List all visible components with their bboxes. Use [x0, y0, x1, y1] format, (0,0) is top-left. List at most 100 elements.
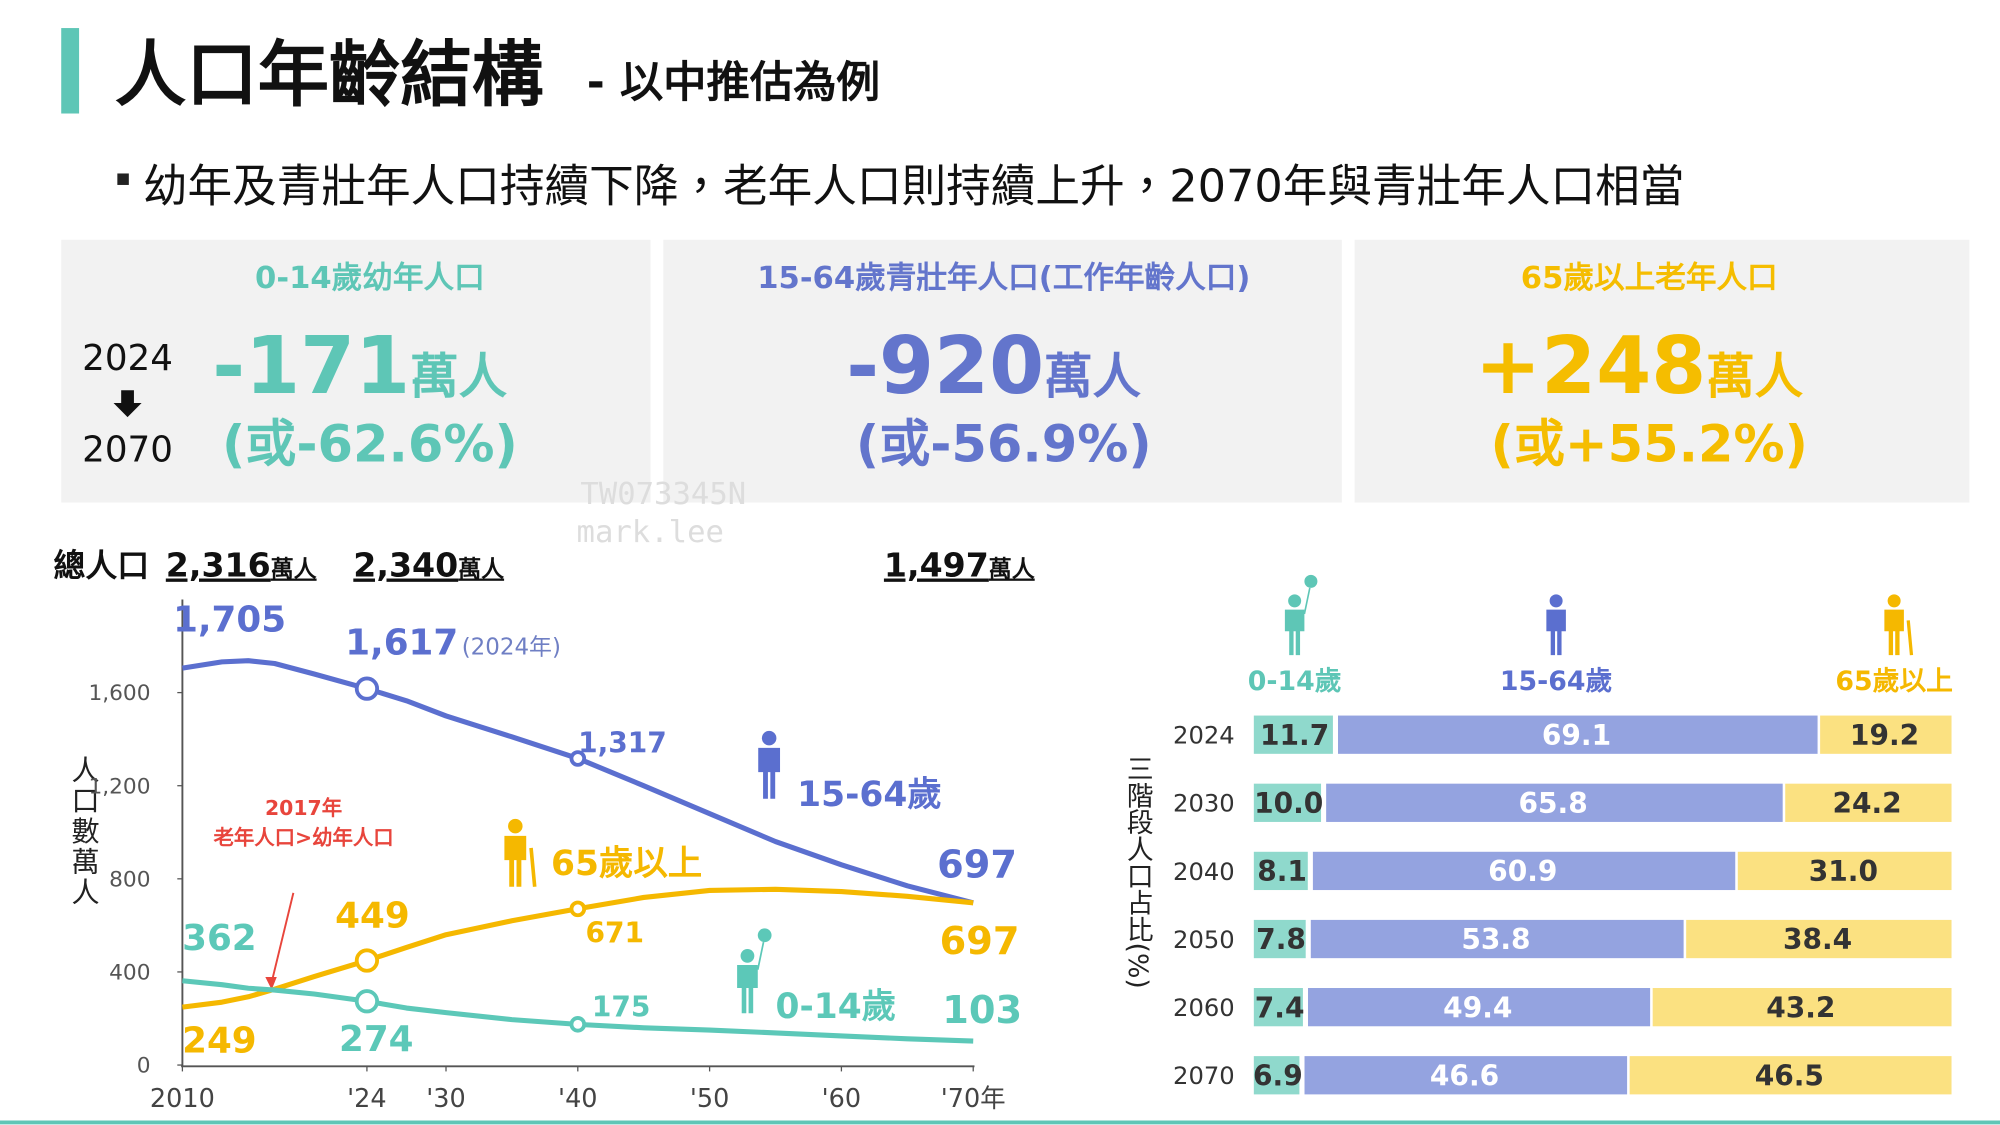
- bar-label: 7.4: [1255, 991, 1305, 1024]
- bar-segment: [1310, 919, 1684, 959]
- bar-label: 10.0: [1254, 787, 1323, 820]
- card-change: (或+55.2%): [1491, 416, 1808, 475]
- data-label: 1,317: [578, 727, 667, 760]
- point-marker: [354, 676, 380, 701]
- x-tick-label: '30: [426, 1084, 465, 1114]
- point-note: (2024年): [462, 634, 561, 660]
- card-number: +248: [1475, 320, 1706, 412]
- annotation: 2017年: [265, 796, 342, 820]
- bar-segment: [1326, 783, 1783, 822]
- card-bg: [663, 239, 1342, 503]
- data-label: 449: [335, 895, 410, 936]
- card-value: +248萬人: [1475, 320, 1804, 412]
- bar-segment: [1304, 1056, 1628, 1095]
- icon-cane: [529, 847, 537, 887]
- data-label: 1,705: [173, 599, 286, 640]
- data-label: 103: [942, 988, 1022, 1033]
- bar-segment: [1253, 715, 1333, 754]
- bar-segment: [1312, 851, 1736, 891]
- category-label: 2030: [1173, 790, 1235, 818]
- icon-cane: [1906, 620, 1914, 656]
- point-marker: [354, 989, 380, 1014]
- category-label: 2024: [1173, 722, 1235, 750]
- card-title: 15-64歲青壯年人口(工作年齡人口): [757, 261, 1250, 296]
- bar-label: 65.8: [1519, 787, 1588, 820]
- icon-balloon: [757, 928, 772, 943]
- bar-label: 46.5: [1755, 1059, 1824, 1092]
- icon: [758, 730, 781, 799]
- bar-segment: [1629, 1056, 1952, 1095]
- y-tick-label: 0: [137, 1054, 151, 1079]
- icon-body: [504, 835, 527, 887]
- card-change: (或-62.6%): [222, 416, 518, 475]
- category-label: 2060: [1173, 994, 1235, 1022]
- period-arrow: [113, 390, 142, 418]
- point-marker: [569, 1016, 587, 1033]
- bar-label: 46.6: [1430, 1059, 1499, 1092]
- y-tick-label: 1,600: [88, 681, 150, 706]
- series-label: 15-64歲: [797, 775, 942, 815]
- icon-body: [758, 747, 781, 799]
- bar-segment: [1686, 919, 1952, 959]
- card-unit: 萬人: [1706, 349, 1803, 405]
- card-change: (或-56.9%): [856, 416, 1152, 475]
- icon-head: [1549, 594, 1563, 608]
- x-tick-label: '60: [822, 1084, 861, 1114]
- total-unit: 萬人: [989, 557, 1035, 583]
- bar-label: 60.9: [1488, 855, 1557, 888]
- total-value: 1,497萬人: [884, 546, 1035, 585]
- bar-segment: [1253, 988, 1303, 1027]
- bar-segment: [1737, 851, 1952, 891]
- icon-head: [740, 948, 755, 963]
- card-title: 0-14歲幼年人口: [255, 261, 485, 296]
- bar-segment: [1253, 851, 1308, 891]
- bar-label: 49.4: [1443, 991, 1512, 1024]
- total-number: 1,497: [884, 546, 989, 585]
- category-label: 2070: [1173, 1062, 1235, 1090]
- title-accent: [61, 28, 80, 114]
- card-unit: 萬人: [1044, 349, 1141, 405]
- bar-label: 24.2: [1833, 787, 1902, 820]
- category-label: 2050: [1173, 926, 1235, 954]
- data-label: 362: [182, 918, 257, 959]
- bar-segment: [1820, 715, 1952, 754]
- icon-string: [756, 941, 765, 970]
- bullet-text: 幼年及青壯年人口持續下降，老年人口則持續上升，2070年與青壯年人口相當: [143, 161, 1685, 213]
- icon: [1284, 574, 1318, 656]
- icon-body: [1546, 609, 1566, 656]
- period-to: 2070: [82, 430, 173, 471]
- bar-label: 43.2: [1766, 991, 1835, 1024]
- icon-head: [1288, 594, 1302, 608]
- bar-label: 6.9: [1253, 1059, 1303, 1092]
- data-label: 274: [339, 1019, 414, 1060]
- bar-label: 19.2: [1850, 719, 1919, 752]
- total-unit: 萬人: [458, 557, 504, 583]
- total-value: 2,340萬人: [353, 546, 504, 585]
- x-tick-label: '24: [347, 1084, 386, 1114]
- bar-segment: [1338, 715, 1818, 754]
- y-axis-label: 人口數萬人: [67, 755, 100, 908]
- bar-label: 11.7: [1260, 719, 1329, 752]
- annotation-arrowhead: [265, 977, 277, 990]
- card-bg: [1354, 239, 1970, 503]
- bar-segment: [1785, 783, 1952, 822]
- totals-label: 總人口: [54, 547, 150, 585]
- bullet-mark: [117, 173, 129, 185]
- icon-balloon: [1304, 574, 1318, 588]
- data-label: 1,617: [345, 622, 458, 663]
- bar-segment: [1253, 1056, 1300, 1095]
- data-label: 697: [940, 919, 1020, 964]
- watermark: TW073345N: [580, 477, 746, 512]
- subtitle: - 以中推估為例: [587, 58, 880, 108]
- period-from: 2024: [82, 338, 173, 379]
- y-tick-label: 400: [109, 961, 150, 986]
- x-tick-label: '70年: [941, 1084, 1006, 1114]
- data-label: 249: [182, 1020, 257, 1061]
- series-label: 0-14歲: [776, 987, 897, 1027]
- card-unit: 萬人: [410, 349, 507, 405]
- total-number: 2,316: [166, 546, 271, 585]
- line-series: [182, 886, 974, 1010]
- icon-head: [508, 818, 523, 834]
